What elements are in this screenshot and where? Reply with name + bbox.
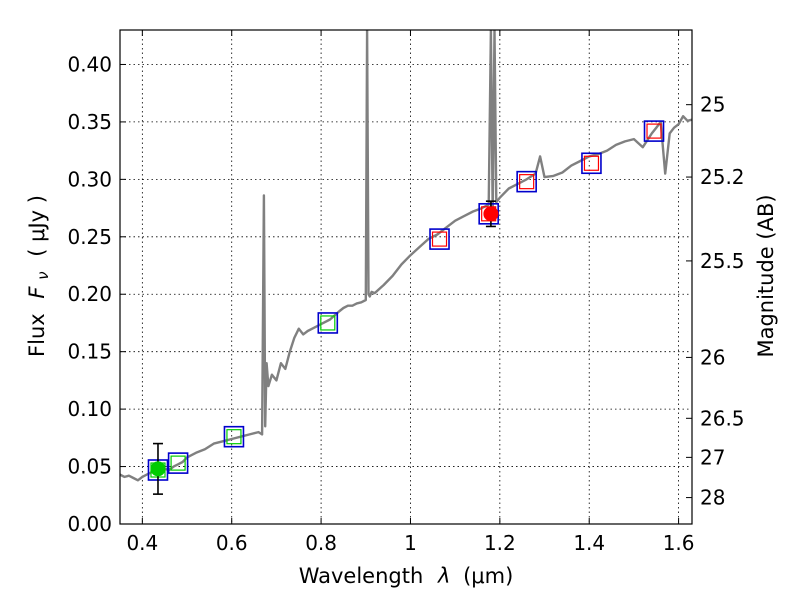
model-photometry-box — [581, 152, 602, 175]
y-tick-label: 0.30 — [67, 167, 112, 191]
model-photometry-inner — [226, 429, 242, 445]
x-axis-label-text: Wavelength — [299, 564, 424, 588]
y-tick-label: 0.05 — [67, 455, 112, 479]
y-tick-label: 0.10 — [67, 397, 112, 421]
model-photometry-box — [643, 120, 665, 142]
model-photometry-box — [167, 452, 189, 474]
y2-axis-label: Magnitude (AB) — [754, 194, 778, 357]
x-tick-label: 1 — [404, 531, 417, 555]
model-photometry-inner — [431, 231, 448, 247]
model-photometry-box — [317, 312, 339, 334]
y-axis-label-symbol: F — [25, 286, 49, 299]
observed-point — [483, 206, 499, 222]
model-photometry-inner — [646, 123, 662, 139]
ticks-layer: 0.4 0.6 0.8 1 1.2 1.4 1.6 0.00 0.05 0.10 0.15 0.20 0… — [67, 30, 745, 555]
y2-tick-label: 25.2 — [700, 165, 745, 189]
y2-tick-label: 28 — [700, 486, 725, 510]
x-tick-label: 1.6 — [663, 531, 695, 555]
observed-point — [150, 461, 166, 477]
x-tick-label: 0.4 — [126, 531, 158, 555]
x-tick-label: 1.2 — [484, 531, 516, 555]
y-axis-label-text: Flux — [25, 313, 49, 357]
y-axis-label-subscript: ν — [34, 271, 52, 279]
y2-tick-label: 27 — [700, 445, 725, 469]
model-photometry-inner — [583, 155, 600, 171]
plot-frame — [119, 29, 693, 525]
model-photometry-box — [223, 425, 245, 448]
y2-tick-label: 26.5 — [700, 406, 745, 430]
y-tick-label: 0.40 — [67, 52, 112, 76]
spectrum-line — [120, 30, 692, 482]
y-tick-label: 0.25 — [67, 225, 112, 249]
y2-tick-label: 26 — [700, 345, 725, 369]
model-photometry-inner — [170, 455, 186, 471]
x-axis-label-unit: (μm) — [463, 564, 513, 588]
model-photometry-inner — [320, 315, 336, 331]
points-layer — [147, 120, 665, 495]
y-tick-label: 0.00 — [67, 512, 112, 536]
y-axis-label: Flux F ν ( μJy ) — [25, 195, 53, 357]
y-tick-label: 0.35 — [67, 110, 112, 134]
x-axis-label: Wavelength λ (μm) — [299, 564, 514, 588]
y-tick-label: 0.15 — [67, 340, 112, 364]
x-tick-label: 1.4 — [573, 531, 605, 555]
x-tick-label: 0.8 — [305, 531, 337, 555]
spectrum-layer — [120, 30, 692, 482]
x-tick-label: 0.6 — [216, 531, 248, 555]
y-tick-label: 0.20 — [67, 282, 112, 306]
model-photometry-box — [516, 170, 537, 193]
y2-tick-label: 25.5 — [700, 249, 745, 273]
model-photometry-box — [429, 228, 450, 250]
x-axis-label-symbol: λ — [437, 564, 450, 588]
model-photometry-inner — [519, 174, 535, 190]
y-axis-label-unit: ( μJy ) — [25, 195, 49, 257]
y2-tick-label: 25 — [700, 93, 725, 117]
